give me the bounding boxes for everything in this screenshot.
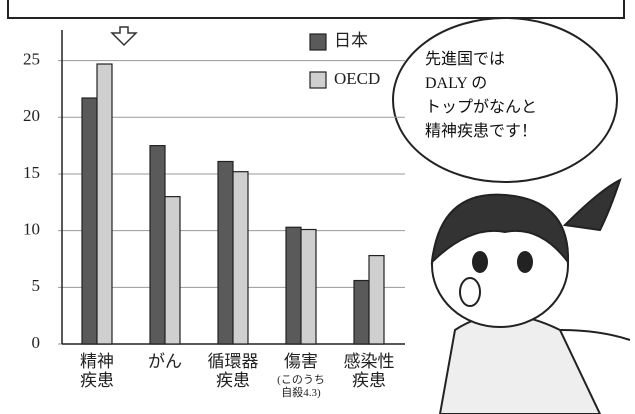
bar: [82, 98, 97, 344]
annotation: (このうち 自殺4.3): [277, 374, 325, 400]
x-tick-label: 傷害: [284, 352, 318, 371]
bar: [97, 64, 112, 344]
bar: [165, 197, 180, 344]
girl-illustration: [432, 180, 630, 414]
bar: [369, 256, 384, 344]
page: 0 5 10 15 20 25 日本 OECD 精神 疾患 がん 循環器 疾患 傷害 感染性 疾患 (こ…: [0, 0, 635, 414]
y-tick-label: 25: [23, 50, 40, 69]
speech-text: トップがなんと: [425, 98, 595, 118]
speech-text: 先進国では: [425, 50, 595, 70]
bar: [301, 230, 316, 344]
bar: [233, 172, 248, 344]
bar: [354, 281, 369, 344]
speech-text: DALY の: [425, 74, 595, 94]
y-tick-label: 10: [23, 220, 40, 239]
speech-text: 精神疾患です！: [425, 122, 595, 142]
bar: [218, 161, 233, 344]
x-tick-label: 感染性 疾患: [344, 352, 395, 390]
frame: [8, 0, 624, 18]
x-tick-label: がん: [148, 352, 182, 371]
bar: [150, 146, 165, 344]
legend-swatch: [310, 34, 326, 50]
y-tick-label: 0: [32, 333, 41, 352]
legend-swatch: [310, 72, 326, 88]
x-tick-label: 精神 疾患: [80, 352, 114, 390]
arrow: [112, 27, 136, 45]
x-tick-label: 循環器 疾患: [208, 352, 259, 390]
legend-label: 日本: [334, 31, 368, 50]
legend-label: OECD: [334, 69, 380, 88]
y-tick-label: 20: [23, 106, 40, 125]
bar: [286, 227, 301, 344]
y-tick-label: 5: [32, 276, 41, 295]
y-tick-label: 15: [23, 163, 40, 182]
